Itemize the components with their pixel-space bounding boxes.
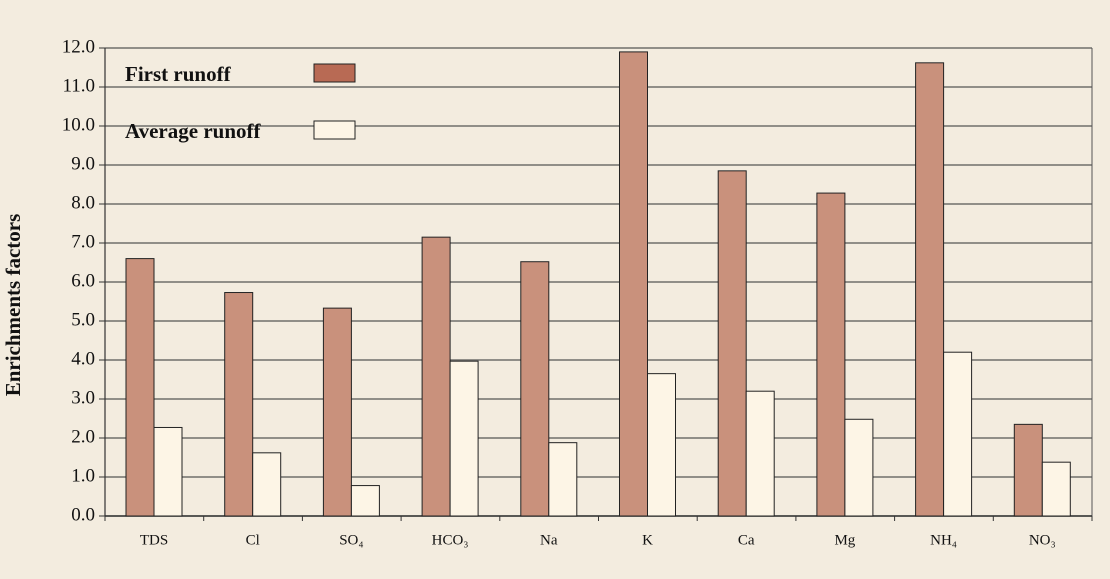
bar xyxy=(548,442,578,517)
bar xyxy=(1013,423,1043,517)
bar xyxy=(125,258,155,517)
bar xyxy=(647,373,676,517)
bar xyxy=(421,236,451,517)
y-tick-label: 3.0 xyxy=(71,387,95,408)
bar xyxy=(717,170,747,517)
legend-label: First runoff xyxy=(125,62,232,86)
x-tick-label: NH₄ xyxy=(930,532,957,548)
x-tick-label: Mg xyxy=(834,532,855,548)
y-tick-label: 0.0 xyxy=(71,504,95,525)
bar xyxy=(1041,461,1071,517)
bar xyxy=(520,261,550,517)
legend-swatch xyxy=(313,120,356,140)
x-tick-label: SO₄ xyxy=(339,532,363,548)
x-tick-label: Ca xyxy=(738,532,755,548)
y-tick-label: 7.0 xyxy=(71,231,95,252)
bar xyxy=(745,390,775,517)
bar xyxy=(915,62,945,517)
y-tick-label: 6.0 xyxy=(71,270,95,291)
bar xyxy=(619,51,648,517)
bar xyxy=(943,351,973,517)
x-tick-label: Na xyxy=(540,532,558,548)
x-tick-label: K xyxy=(642,532,653,548)
y-tick-label: 8.0 xyxy=(71,192,95,213)
bar xyxy=(252,452,282,517)
y-tick-label: 1.0 xyxy=(71,465,95,486)
y-tick-label: 4.0 xyxy=(71,348,95,369)
bar xyxy=(449,360,479,517)
legend-label: Average runoff xyxy=(125,119,261,143)
y-tick-label: 5.0 xyxy=(71,309,95,330)
x-tick-label: NO₃ xyxy=(1029,532,1056,548)
x-tick-label: HCO₃ xyxy=(432,532,469,548)
bar xyxy=(816,192,846,517)
y-tick-label: 11.0 xyxy=(62,75,95,96)
y-axis-title: Enrichments factors xyxy=(1,214,25,397)
bar xyxy=(153,426,183,517)
y-tick-label: 12.0 xyxy=(62,36,95,57)
y-tick-label: 2.0 xyxy=(71,426,95,447)
y-tick-label: 10.0 xyxy=(62,114,95,135)
bar xyxy=(322,307,352,517)
x-tick-label: TDS xyxy=(140,532,168,548)
legend-swatch xyxy=(313,63,356,83)
bar xyxy=(224,292,254,517)
x-tick-label: Cl xyxy=(246,532,260,548)
bar xyxy=(844,418,874,517)
bar xyxy=(350,485,380,517)
y-tick-label: 9.0 xyxy=(71,153,95,174)
